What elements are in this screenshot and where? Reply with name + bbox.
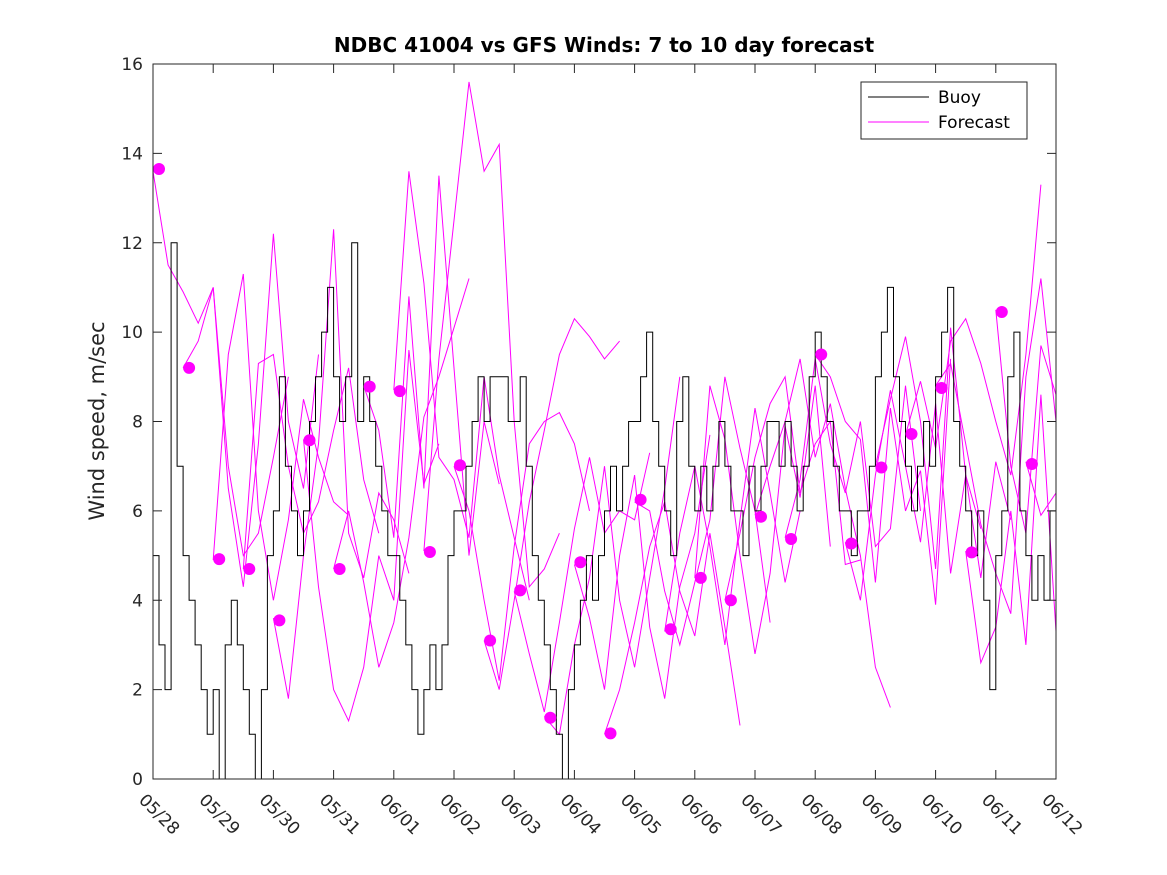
legend: Buoy Forecast: [860, 81, 1028, 140]
forecast-line-4: [272, 229, 410, 699]
forecast-marker: [454, 459, 466, 472]
forecast-line-20: [754, 358, 891, 708]
x-tick-label: 06/03: [496, 790, 545, 839]
forecast-line-3: [242, 353, 380, 570]
y-tick-label: 6: [132, 502, 143, 522]
forecast-marker: [544, 711, 557, 724]
y-tick-label: 4: [132, 591, 143, 611]
forecast-marker: [935, 382, 948, 394]
legend-buoy-label: Buoy: [938, 88, 981, 108]
forecast-line-16: [634, 376, 771, 647]
forecast-marker: [243, 563, 256, 575]
x-tick-label: 06/11: [977, 790, 1026, 839]
plot-area: [153, 81, 1056, 779]
legend-box: [860, 81, 1028, 140]
forecast-marker: [393, 385, 406, 398]
forecast-marker: [333, 563, 346, 575]
forecast-marker: [514, 584, 527, 597]
x-tick-label: 06/08: [797, 790, 846, 839]
forecast-line-5: [303, 349, 440, 723]
forecast-line-23: [844, 390, 982, 601]
forecast-marker: [724, 594, 737, 607]
forecast-line-2: [212, 273, 349, 601]
forecast-line-15: [604, 501, 741, 735]
forecast-marker: [153, 163, 165, 175]
x-tick-label: 06/01: [375, 790, 424, 839]
forecast-line-6: [333, 278, 470, 668]
buoy-line: [153, 242, 1056, 779]
forecast-marker: [574, 556, 587, 569]
forecast-marker: [423, 546, 436, 558]
y-tick-label: 8: [132, 413, 143, 433]
forecast-line-0: [153, 171, 289, 557]
forecast-line-13: [543, 376, 681, 736]
forecast-line-24: [874, 327, 1012, 578]
forecast-line-26: [935, 278, 1056, 614]
forecast-marker: [303, 434, 316, 447]
forecast-marker: [484, 634, 497, 647]
forecast-marker: [273, 614, 286, 627]
forecast-line-9: [423, 81, 560, 589]
y-axis-label: Wind speed, m/sec: [85, 321, 109, 520]
forecast-line-14: [573, 434, 711, 699]
forecast-marker: [905, 428, 918, 440]
forecast-marker: [694, 571, 707, 584]
forecast-marker: [785, 533, 798, 545]
forecast-line-19: [724, 375, 861, 601]
y-tick-label: 14: [121, 144, 143, 164]
y-tick-label: 12: [121, 234, 143, 254]
forecast-line-1: [182, 233, 319, 587]
forecast-line-11: [483, 317, 620, 690]
chart-title: NDBC 41004 vs GFS Winds: 7 to 10 day for…: [334, 33, 875, 57]
forecast-marker: [213, 553, 226, 566]
y-tick-label: 2: [132, 681, 143, 701]
forecast-line-21: [784, 358, 921, 548]
forecast-line-22: [814, 354, 952, 605]
forecast-marker: [634, 493, 647, 506]
x-tick-label: 06/07: [736, 790, 785, 839]
x-tick-label: 06/06: [676, 790, 725, 839]
forecast-line-8: [393, 171, 530, 601]
y-tick-label: 10: [121, 323, 143, 343]
forecast-line-29: [1025, 461, 1056, 517]
forecast-marker: [1025, 458, 1038, 470]
x-tick-label: 06/02: [435, 790, 484, 839]
x-tick-label: 06/12: [1037, 790, 1086, 839]
forecast-marker: [995, 306, 1008, 318]
legend-forecast-label: Forecast: [938, 113, 1010, 133]
forecast-line-18: [694, 385, 831, 654]
x-tick-label: 05/31: [315, 790, 364, 839]
x-tick-label: 06/05: [616, 790, 665, 839]
x-tick-label: 06/09: [857, 790, 906, 839]
forecast-line-27: [965, 394, 1056, 665]
forecast-marker: [755, 510, 767, 523]
x-tick-label: 05/28: [134, 790, 183, 839]
x-tick-label: 06/10: [917, 790, 966, 839]
forecast-line-12: [513, 452, 651, 713]
forecast-line-17: [664, 408, 801, 645]
forecast-line-28: [995, 309, 1056, 534]
x-tick-label: 06/04: [556, 790, 605, 839]
forecast-marker: [965, 546, 978, 559]
forecast-marker: [363, 380, 376, 393]
forecast-line-7: [363, 175, 500, 556]
forecast-marker: [875, 461, 888, 474]
y-tick-label: 0: [132, 770, 143, 790]
forecast-marker: [664, 623, 677, 636]
forecast-marker: [183, 361, 196, 374]
forecast-marker: [604, 727, 617, 740]
y-tick-label: 16: [121, 55, 143, 75]
forecast-line-25: [905, 184, 1042, 476]
forecast-marker: [845, 537, 858, 550]
x-tick-label: 05/30: [255, 790, 304, 839]
forecast-line-10: [453, 411, 590, 681]
x-tick-label: 05/29: [195, 790, 244, 839]
forecast-marker: [815, 348, 828, 361]
